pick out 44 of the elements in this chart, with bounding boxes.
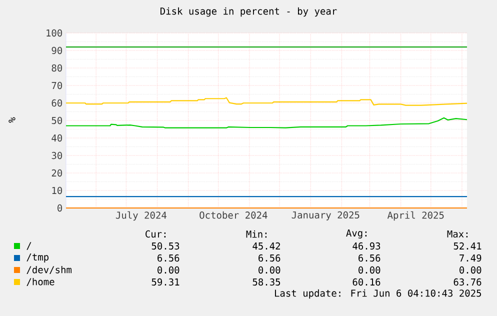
- line-series: [65, 97, 468, 106]
- text: 50.53: [152, 242, 180, 250]
- x-tick-label: January 2025: [292, 211, 360, 220]
- x-tick-label: October 2024: [200, 211, 268, 219]
- text: 6.56: [358, 254, 380, 262]
- y-tick-label: 10: [52, 186, 62, 194]
- text: Min:: [246, 230, 267, 238]
- line-series: [65, 117, 468, 128]
- y-tick-label: 40: [52, 134, 62, 142]
- y-axis-title: %: [8, 117, 16, 123]
- legend-label: /home: [26, 278, 54, 286]
- x-tick-label: July 2024: [116, 211, 166, 221]
- text: 0.00: [358, 266, 380, 274]
- text: 46.93: [352, 242, 380, 250]
- y-tick-label: 0: [58, 204, 62, 212]
- text: 7.49: [460, 254, 482, 262]
- text: Cur:: [146, 230, 166, 238]
- text: 6.56: [158, 254, 180, 262]
- y-tick-label: 70: [52, 82, 62, 90]
- text: 0.00: [158, 266, 180, 274]
- text: 0.00: [258, 266, 280, 274]
- y-tick-label: 60: [52, 99, 62, 107]
- text: 60.16: [352, 278, 380, 286]
- legend-label: /dev/shm: [26, 266, 72, 274]
- text: 59.31: [152, 278, 180, 286]
- y-tick-label: 80: [52, 64, 62, 72]
- legend-label: /: [26, 242, 32, 250]
- text: 0.00: [460, 266, 482, 274]
- text: 52.41: [454, 242, 482, 250]
- text: 58.35: [252, 278, 280, 286]
- text: 63.76: [454, 278, 482, 286]
- chart-title: Disk usage in percent - by year: [160, 7, 337, 17]
- text: Max:: [447, 230, 468, 238]
- legend-label: /tmp: [26, 254, 49, 262]
- text: Avg:: [346, 230, 367, 238]
- x-tick-label: April 2025: [387, 211, 444, 221]
- y-tick-label: 20: [52, 169, 62, 177]
- text: Last update: Fri Jun 6 04:10:43 2025: [275, 289, 482, 299]
- text: 6.56: [258, 254, 280, 262]
- y-tick-label: 100: [46, 29, 62, 37]
- y-tick-label: 50: [52, 116, 62, 124]
- y-tick-label: 90: [52, 46, 62, 54]
- text: 45.42: [252, 242, 280, 250]
- y-tick-label: 30: [52, 152, 62, 160]
